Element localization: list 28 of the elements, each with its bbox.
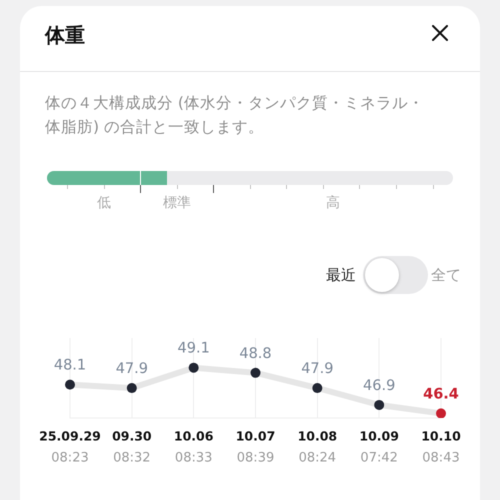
- x-tick-label: 10.06 08:33: [174, 428, 214, 466]
- data-label: 47.9: [116, 361, 148, 378]
- point: [250, 368, 260, 378]
- data-label: 49.1: [178, 340, 210, 357]
- chart-subtitle: 体の４大構成成分 (体水分・タンパク質・ミネラル・体脂肪) の合計と一致します。: [45, 93, 425, 138]
- point: [126, 383, 137, 394]
- data-label: 46.4: [423, 386, 459, 402]
- data-label: 47.9: [301, 361, 334, 378]
- text: 高: [326, 194, 340, 212]
- x-tick-label: 10.10 08:43: [421, 428, 462, 466]
- text: 低: [97, 194, 111, 212]
- x-tick-label: 09.30 08:32: [112, 428, 152, 466]
- data-label: 48.8: [239, 346, 272, 362]
- text: 標準: [163, 194, 191, 212]
- point: [436, 408, 446, 418]
- x-tick-label: 10.07 08:39: [236, 428, 276, 466]
- point: [188, 362, 199, 373]
- x-tick-label: 10.08 08:24: [298, 428, 338, 466]
- x-tick-label: 10.09 07:42: [359, 428, 399, 466]
- x-tick-label: 25.09.29 08:23: [39, 428, 101, 466]
- data-label: 46.9: [363, 378, 396, 394]
- point: [65, 380, 75, 390]
- text: 最近: [326, 266, 356, 284]
- data-label: 48.1: [54, 358, 86, 374]
- point: [312, 383, 322, 394]
- chart-title: 体重: [45, 22, 85, 49]
- text: 全て: [431, 266, 461, 284]
- point: [374, 400, 384, 410]
